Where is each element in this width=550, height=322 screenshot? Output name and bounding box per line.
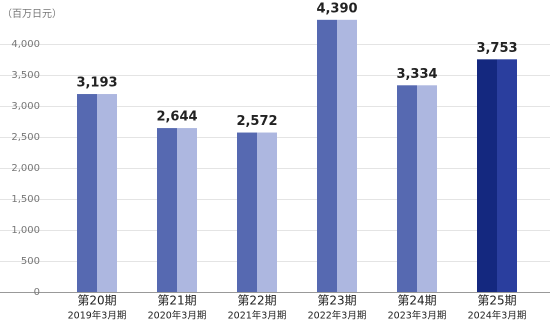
value-label: 2,644 [156, 110, 197, 125]
bar-shade [497, 59, 517, 293]
y-tick-label: 3,500 [11, 70, 40, 81]
y-tick-label: 1,500 [11, 194, 40, 205]
x-tick-sublabel: 2019年3月期 [68, 310, 127, 322]
bar [397, 85, 417, 293]
bar [77, 94, 97, 292]
bar [477, 59, 497, 293]
value-label: 3,753 [476, 41, 517, 56]
value-label: 3,193 [76, 76, 117, 91]
y-tick-label: 2,000 [11, 163, 40, 174]
x-tick-sublabel: 2024年3月期 [468, 310, 527, 322]
bar [237, 132, 257, 292]
bar-shade [417, 85, 437, 293]
bar [317, 19, 337, 292]
x-tick-label: 第22期 [237, 294, 276, 308]
y-tick-label: 3,000 [11, 101, 40, 112]
bar-shade [257, 132, 277, 292]
bar-shade [177, 128, 197, 292]
x-tick-label: 第25期 [477, 294, 516, 308]
bar-shade [97, 94, 117, 292]
x-tick-label: 第21期 [157, 294, 196, 308]
x-tick-sublabel: 2022年3月期 [308, 310, 367, 322]
x-tick-sublabel: 2023年3月期 [388, 310, 447, 322]
y-tick-label: 0 [34, 287, 40, 298]
x-tick-sublabel: 2020年3月期 [148, 310, 207, 322]
unit-label: （百万日元） [2, 8, 62, 20]
value-label: 3,334 [396, 67, 437, 82]
y-tick-label: 500 [21, 256, 40, 267]
bar-shade [337, 19, 357, 292]
bar [157, 128, 177, 292]
x-tick-label: 第24期 [397, 294, 436, 308]
y-tick-label: 1,000 [11, 225, 40, 236]
x-tick-sublabel: 2021年3月期 [228, 310, 287, 322]
y-tick-label: 4,000 [11, 39, 40, 50]
x-tick-label: 第23期 [317, 294, 356, 308]
y-tick-label: 2,500 [11, 132, 40, 143]
x-tick-label: 第20期 [77, 294, 116, 308]
value-label: 2,572 [236, 114, 277, 129]
value-label: 4,390 [316, 1, 357, 16]
